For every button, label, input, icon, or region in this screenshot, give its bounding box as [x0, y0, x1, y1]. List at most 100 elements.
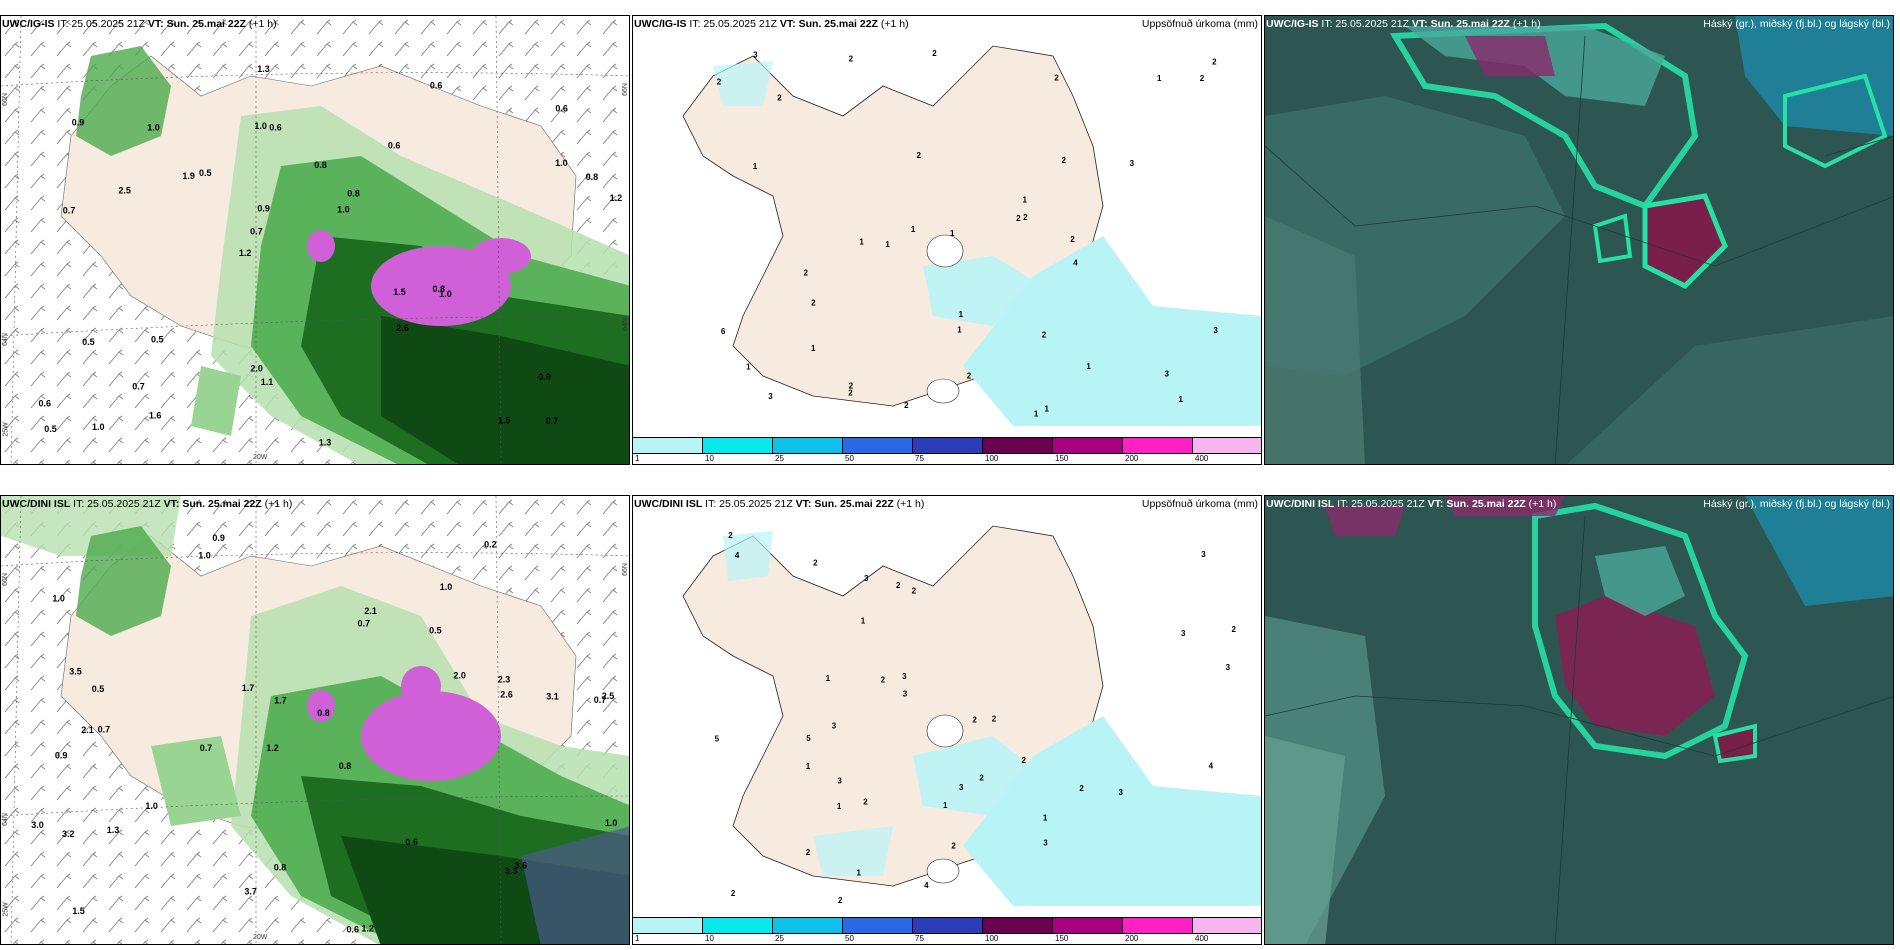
map-value-label: 1.3 [319, 438, 332, 448]
wind-value-labels-igis: 0.70.70.61.20.61.01.00.80.50.50.60.70.60… [39, 64, 623, 448]
map-value-label: 2 [1022, 756, 1027, 765]
colorbar-tick-label: 400 [1195, 934, 1209, 943]
cloud-map-canvas-dini [1265, 496, 1893, 944]
map-value-label: 1.2 [266, 743, 279, 753]
colorbar-tick-label: 400 [1195, 454, 1209, 463]
valid-time: Sun. 25.mai 22Z [798, 18, 878, 30]
map-value-label: 1 [746, 362, 751, 371]
map-value-label: 0.5 [82, 337, 95, 347]
panel-title: UWC/DINI ISL IT: 25.05.2025 21Z VT: Sun.… [634, 498, 924, 511]
lon-label-20: 20W [253, 934, 268, 941]
map-value-label: 0.8 [347, 189, 360, 199]
map-value-label: 2.5 [602, 691, 615, 701]
colorbar-tick-label: 1 [635, 934, 640, 943]
lead-time: (+1 h) [248, 18, 277, 30]
model-name: UWC/DINI ISL [1266, 498, 1335, 510]
map-value-label: 0.7 [98, 725, 111, 735]
map-value-label: 4 [1073, 259, 1078, 268]
colorbar-tick-label: 100 [985, 934, 999, 943]
map-value-label: 0.6 [405, 837, 418, 847]
map-value-label: 0.7 [250, 226, 263, 236]
vt-label: VT: [1427, 498, 1444, 510]
map-value-label: 0.5 [199, 168, 212, 178]
colorbar-swatch [983, 438, 1053, 453]
model-name: UWC/IG-IS [634, 18, 687, 30]
map-value-label: 3.2 [62, 829, 75, 839]
map-value-label: 3 [902, 672, 907, 681]
vt-label: VT: [779, 18, 796, 30]
map-value-label: 1.0 [439, 289, 452, 299]
map-value-label: 2 [811, 299, 816, 308]
map-value-label: 2 [904, 401, 909, 410]
map-value-label: 0.8 [314, 160, 327, 170]
precip-value-labels-dini: 4 2 5 3 2 1 2 2 2 2 1 2 2 1 3 2 1 2 1 3 3 2 1 3 5 2 3 3 4 2 2 3 3 4 2 1 2 3 3 [715, 531, 1237, 905]
lead-time: (+1 h) [1528, 498, 1557, 510]
vt-label: VT: [795, 498, 812, 510]
map-value-label: 0.5 [92, 684, 105, 694]
map-value-label: 2 [917, 151, 922, 160]
panel-subtitle: Uppsöfnuð úrkoma (mm) [1141, 18, 1258, 30]
panel-title: UWC/DINI ISL IT: 25.05.2025 21Z VT: Sun.… [2, 498, 292, 511]
map-value-label: 2 [881, 676, 886, 685]
map-value-label: 1.0 [198, 551, 211, 561]
map-value-label: 1 [943, 801, 948, 810]
map-value-label: 3 [832, 722, 837, 731]
lead-time: (+1 h) [1512, 18, 1541, 30]
map-value-label: 0.9 [257, 204, 270, 214]
map-value-label: 6 [721, 327, 726, 336]
map-value-label: 0.5 [44, 424, 57, 434]
map-value-label: 2 [806, 848, 811, 857]
map-value-label: 1 [911, 225, 916, 234]
colorbar-swatch [703, 918, 773, 933]
map-value-label: 2.5 [118, 185, 131, 195]
lat-label-66-right: 66N [621, 563, 629, 576]
cloud-map-dini: UWC/DINI ISL IT: 25.05.2025 21Z VT: Sun.… [1264, 495, 1894, 945]
map-value-label: 3 [1130, 159, 1135, 168]
wind-value-labels-dini: 0.91.00.71.20.80.71.00.50.90.70.81.51.00… [31, 533, 617, 935]
map-value-label: 1 [957, 325, 962, 334]
map-value-label: 1.2 [361, 924, 374, 934]
map-value-label: 4 [735, 551, 740, 560]
vt-label: VT: [163, 498, 180, 510]
map-value-label: 0.6 [555, 104, 568, 114]
map-value-label: 1.0 [145, 801, 158, 811]
lead-time: (+1 h) [880, 18, 909, 30]
colorbar-swatch [773, 918, 843, 933]
map-value-label: 0.5 [151, 335, 164, 345]
colorbar-tick-label: 10 [705, 934, 714, 943]
init-time: IT: 25.05.2025 21Z [689, 18, 777, 30]
map-value-label: 3 [1226, 663, 1231, 672]
map-value-label: 1 [1043, 814, 1048, 823]
init-time: IT: 25.05.2025 21Z [705, 498, 793, 510]
map-value-label: 2 [849, 381, 854, 390]
panel-title: UWC/DINI ISL IT: 25.05.2025 21Z VT: Sun.… [1266, 498, 1556, 511]
map-value-label: 2 [1212, 58, 1217, 67]
map-value-label: 0.8 [586, 172, 599, 182]
panel-subtitle: Háský (gr.), miðský (fj.bl.) og lágský (… [1703, 498, 1890, 510]
colorbar-swatch [843, 438, 913, 453]
cloud-map-canvas-igis [1265, 16, 1893, 464]
map-value-label: 0.9 [55, 751, 68, 761]
map-value-label: 2.0 [453, 671, 466, 681]
map-value-label: 1.0 [555, 158, 568, 168]
map-value-label: 1.0 [147, 123, 160, 133]
map-value-label: 3.5 [69, 667, 82, 677]
map-value-label: 1.2 [239, 248, 252, 258]
map-value-label: 2 [1016, 214, 1021, 223]
map-value-label: 0.8 [339, 761, 352, 771]
valid-time: Sun. 25.mai 22Z [1430, 18, 1510, 30]
map-value-label: 1.0 [605, 818, 618, 828]
map-value-label: 5 [715, 735, 720, 744]
wind-precip-map-igis: 0.7 0.7 0.6 1.2 0.6 1.0 1.0 0.8 0.5 0.5 0.6 0.7 0.6 0… [0, 15, 630, 465]
lon-label-25: 25W [2, 902, 10, 917]
map-value-label: 2 [1200, 74, 1205, 83]
colorbar-swatch [913, 438, 983, 453]
lon-label-20: 20W [253, 454, 268, 461]
map-value-label: 1 [885, 240, 890, 249]
colorbar-tick-label: 10 [705, 454, 714, 463]
map-value-label: 1.0 [52, 594, 65, 604]
map-value-label: 0.9 [72, 118, 85, 128]
precip-value-labels-igis: 2121221122121122121222133262341112123123… [717, 49, 1219, 418]
map-value-label: 3 [903, 690, 908, 699]
